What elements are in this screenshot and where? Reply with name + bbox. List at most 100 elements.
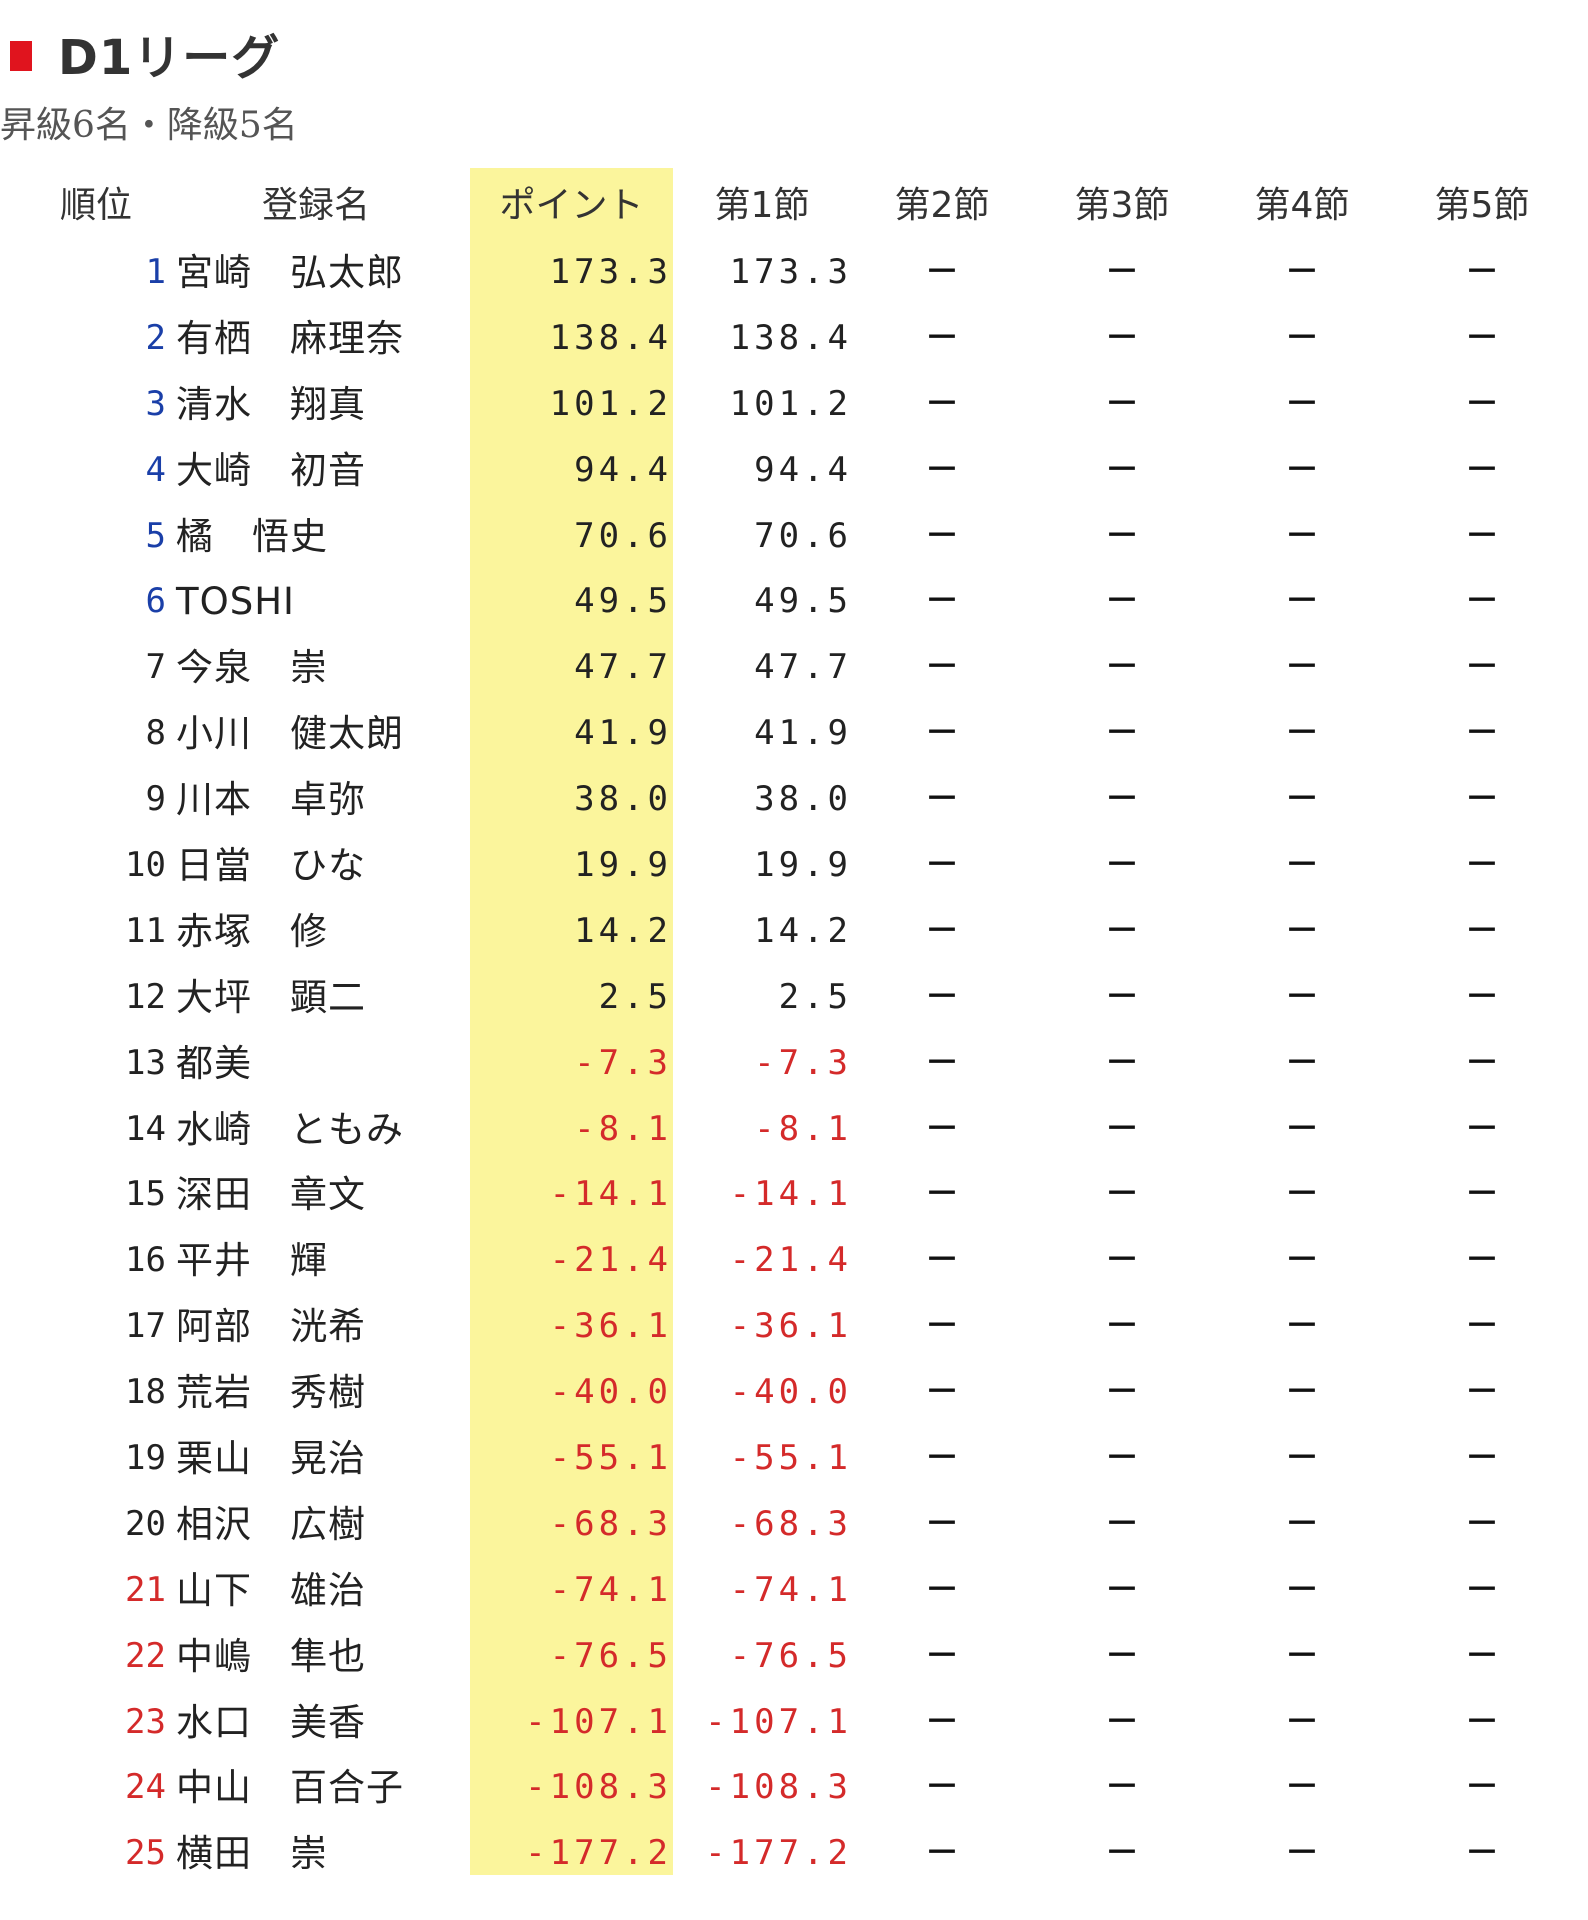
round-4-cell: － xyxy=(1285,1108,1319,1149)
round-5-cell: － xyxy=(1465,976,1499,1017)
round-2-cell: － xyxy=(925,317,959,358)
player-name-cell: 大崎 初音 xyxy=(176,448,366,492)
round-3-cell: － xyxy=(1105,845,1139,886)
table-row: 10 日當 ひな 19.9 19.9 － － － － xyxy=(0,833,1588,899)
round-2-cell: － xyxy=(925,581,959,622)
round-5-cell: － xyxy=(1465,1108,1499,1149)
round-1-cell: 94.4 xyxy=(754,449,852,490)
rank-cell: 23 xyxy=(125,1701,166,1742)
points-cell: 38.0 xyxy=(574,779,672,820)
column-header-round-3: 第3節 xyxy=(1074,185,1170,226)
round-3-cell: － xyxy=(1105,1042,1139,1083)
round-1-cell: -55.1 xyxy=(729,1438,852,1479)
rank-cell: 6 xyxy=(145,581,166,622)
table-row: 3 清水 翔真 101.2 101.2 － － － － xyxy=(0,372,1588,438)
column-header-round-1: 第1節 xyxy=(714,185,810,226)
league-title: D1リーグ xyxy=(10,18,280,88)
round-5-cell: － xyxy=(1465,845,1499,886)
table-row: 18 荒岩 秀樹 -40.0 -40.0 － － － － xyxy=(0,1360,1588,1426)
round-4-cell: － xyxy=(1285,1306,1319,1347)
table-row: 17 阿部 洸希 -36.1 -36.1 － － － － xyxy=(0,1294,1588,1360)
table-row: 23 水口 美香 -107.1 -107.1 － － － － xyxy=(0,1690,1588,1756)
round-2-cell: － xyxy=(925,449,959,490)
round-5-cell: － xyxy=(1465,1438,1499,1479)
round-4-cell: － xyxy=(1285,1042,1319,1083)
round-3-cell: － xyxy=(1105,449,1139,490)
round-2-cell: － xyxy=(925,1767,959,1808)
points-cell: -14.1 xyxy=(549,1174,672,1215)
points-cell: -8.1 xyxy=(574,1108,672,1149)
round-5-cell: － xyxy=(1465,1767,1499,1808)
points-cell: 94.4 xyxy=(574,449,672,490)
round-4-cell: － xyxy=(1285,1174,1319,1215)
round-5-cell: － xyxy=(1465,1306,1499,1347)
title-marker-icon xyxy=(10,41,32,71)
table-row: 19 栗山 晃治 -55.1 -55.1 － － － － xyxy=(0,1426,1588,1492)
player-name-cell: TOSHI xyxy=(176,580,295,624)
points-cell: 173.3 xyxy=(549,252,672,292)
column-header-round-4: 第4節 xyxy=(1254,185,1350,226)
points-cell: 70.6 xyxy=(574,515,672,556)
points-cell: -68.3 xyxy=(549,1503,672,1544)
table-row: 16 平井 輝 -21.4 -21.4 － － － － xyxy=(0,1228,1588,1294)
points-cell: -107.1 xyxy=(525,1701,672,1742)
round-5-cell: － xyxy=(1465,252,1499,292)
round-4-cell: － xyxy=(1285,647,1319,688)
round-3-cell: － xyxy=(1105,1767,1139,1808)
round-4-cell: － xyxy=(1285,1635,1319,1676)
points-cell: -76.5 xyxy=(549,1635,672,1676)
player-name-cell: 中嶋 隼也 xyxy=(176,1634,366,1678)
rank-cell: 15 xyxy=(125,1174,166,1215)
round-2-cell: － xyxy=(925,779,959,820)
round-4-cell: － xyxy=(1285,317,1319,358)
round-2-cell: － xyxy=(925,1240,959,1281)
points-cell: 14.2 xyxy=(574,910,672,951)
round-5-cell: － xyxy=(1465,317,1499,358)
round-2-cell: － xyxy=(925,1569,959,1610)
round-5-cell: － xyxy=(1465,1503,1499,1544)
player-name-cell: 大坪 顕二 xyxy=(176,975,366,1019)
round-3-cell: － xyxy=(1105,252,1139,292)
round-1-cell: -76.5 xyxy=(729,1635,852,1676)
round-1-cell: 38.0 xyxy=(754,779,852,820)
rank-cell: 4 xyxy=(145,449,166,490)
round-1-cell: 2.5 xyxy=(778,976,852,1017)
round-1-cell: -8.1 xyxy=(754,1108,852,1149)
points-column-highlight xyxy=(470,168,673,1875)
rank-cell: 25 xyxy=(125,1833,166,1874)
round-2-cell: － xyxy=(925,910,959,951)
round-2-cell: － xyxy=(925,1306,959,1347)
round-4-cell: － xyxy=(1285,845,1319,886)
column-header-rank: 順位 xyxy=(60,185,133,226)
round-5-cell: － xyxy=(1465,383,1499,424)
round-2-cell: － xyxy=(925,1833,959,1874)
rank-cell: 2 xyxy=(145,317,166,358)
player-name-cell: 相沢 広樹 xyxy=(176,1502,366,1546)
player-name-cell: 清水 翔真 xyxy=(176,382,366,426)
points-cell: -36.1 xyxy=(549,1306,672,1347)
player-name-cell: 荒岩 秀樹 xyxy=(176,1371,366,1415)
round-5-cell: － xyxy=(1465,647,1499,688)
points-cell: 41.9 xyxy=(574,713,672,754)
round-3-cell: － xyxy=(1105,1503,1139,1544)
column-header-points: ポイント xyxy=(499,185,644,226)
round-2-cell: － xyxy=(925,1438,959,1479)
rank-cell: 16 xyxy=(125,1240,166,1281)
promotion-relegation-note: 昇級6名・降級5名 xyxy=(0,105,298,146)
table-row: 7 今泉 崇 47.7 47.7 － － － － xyxy=(0,635,1588,701)
column-header-round-2: 第2節 xyxy=(894,185,990,226)
rank-cell: 21 xyxy=(125,1569,166,1610)
table-row: 24 中山 百合子 -108.3 -108.3 － － － － xyxy=(0,1755,1588,1821)
rank-cell: 5 xyxy=(145,515,166,556)
round-3-cell: － xyxy=(1105,383,1139,424)
round-5-cell: － xyxy=(1465,449,1499,490)
table-row: 25 横田 崇 -177.2 -177.2 － － － － xyxy=(0,1821,1588,1887)
round-2-cell: － xyxy=(925,515,959,556)
round-4-cell: － xyxy=(1285,383,1319,424)
round-3-cell: － xyxy=(1105,910,1139,951)
rank-cell: 11 xyxy=(125,910,166,951)
round-3-cell: － xyxy=(1105,1833,1139,1874)
rank-cell: 1 xyxy=(145,252,166,292)
round-1-cell: 70.6 xyxy=(754,515,852,556)
player-name-cell: 橘 悟史 xyxy=(176,514,328,558)
